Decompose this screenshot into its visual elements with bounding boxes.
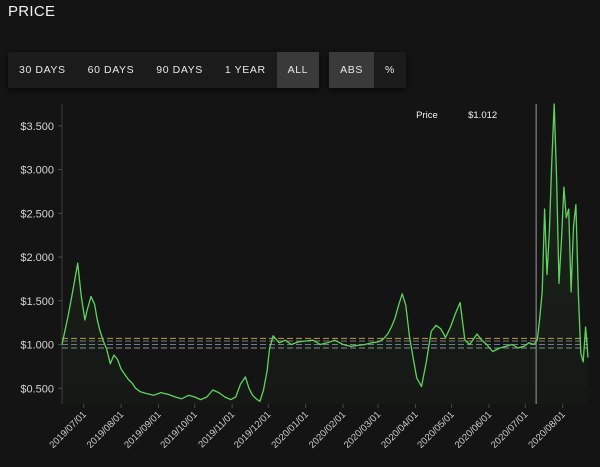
mode-button-group: ABS %	[329, 52, 406, 88]
range-toolbar: 30 DAYS 60 DAYS 90 DAYS 1 YEAR ALL ABS %	[8, 52, 406, 88]
tooltip-label: Price	[416, 110, 438, 121]
y-tick-label: $2.500	[20, 208, 54, 220]
range-1-year-button[interactable]: 1 YEAR	[224, 64, 266, 76]
x-tick-label: 2020/04/01	[379, 409, 420, 450]
y-tick-label: $1.500	[20, 296, 54, 308]
price-series-line	[61, 103, 589, 403]
x-tick-label: 2019/10/01	[158, 409, 199, 450]
y-tick-label: $3.500	[20, 121, 54, 133]
x-tick-label: 2020/01/01	[269, 409, 310, 450]
x-tick-label: 2019/09/01	[122, 409, 163, 450]
y-axis: $0.500 $1.000 $1.500 $2.000 $2.500 $3.000 $3.5…	[20, 104, 63, 404]
page-title: PRICE	[8, 3, 56, 20]
y-tick-label: $1.000	[20, 340, 54, 352]
x-axis: 2019/07/012019/08/012019/09/012019/10/01…	[47, 404, 568, 451]
y-tick-label: $0.500	[20, 383, 54, 395]
mode-percent-button[interactable]: %	[384, 64, 395, 76]
range-60-days-button[interactable]: 60 DAYS	[87, 64, 135, 76]
x-tick-label: 2019/07/01	[47, 409, 88, 450]
x-tick-label: 2019/12/01	[232, 409, 273, 450]
y-tick-label: $2.000	[20, 252, 54, 264]
range-90-days-button[interactable]: 90 DAYS	[156, 64, 203, 76]
range-all-button[interactable]: ALL	[276, 52, 320, 88]
tooltip-value: $1.012	[468, 110, 497, 121]
x-tick-label: 2020/06/01	[453, 409, 494, 450]
range-30-days-button[interactable]: 30 DAYS	[19, 64, 66, 76]
price-area	[62, 104, 588, 404]
mode-abs-button[interactable]: ABS	[329, 52, 374, 88]
x-tick-label: 2019/11/01	[196, 409, 237, 450]
x-tick-label: 2020/07/01	[489, 409, 530, 450]
x-tick-label: 2019/08/01	[85, 409, 126, 450]
x-tick-label: 2020/08/01	[526, 409, 567, 450]
x-tick-label: 2020/03/01	[342, 409, 383, 450]
y-tick-label: $3.000	[20, 165, 54, 177]
x-tick-label: 2020/05/01	[415, 409, 456, 450]
range-button-group: 30 DAYS 60 DAYS 90 DAYS 1 YEAR ALL	[8, 52, 320, 88]
